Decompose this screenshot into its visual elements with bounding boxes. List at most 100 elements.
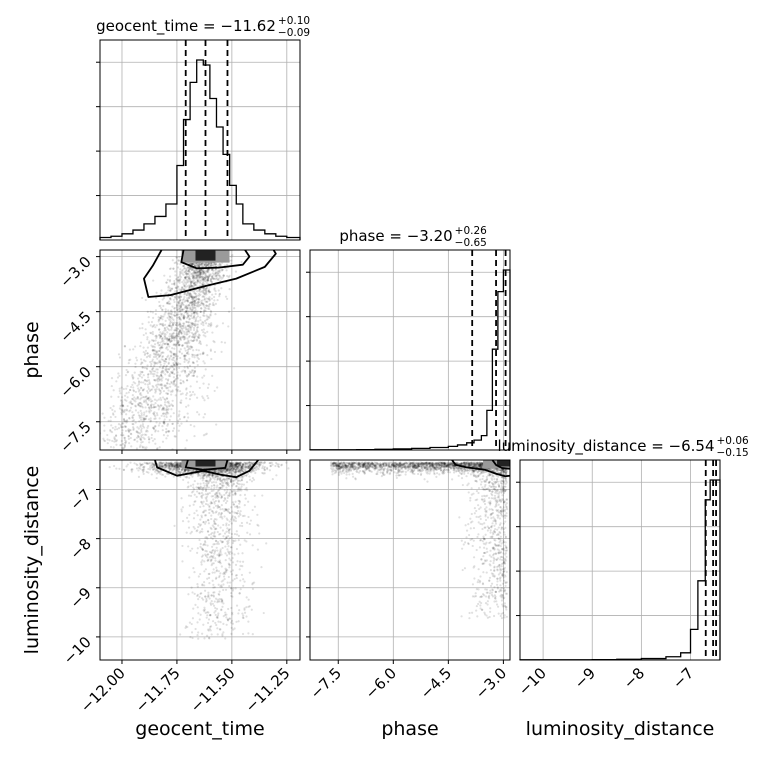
sample-point xyxy=(160,374,163,378)
sample-point xyxy=(232,467,236,470)
sample-point xyxy=(143,366,146,369)
sample-point xyxy=(205,287,209,290)
sample-point xyxy=(192,275,195,278)
sample-point xyxy=(164,365,168,369)
sample-point xyxy=(117,427,121,430)
sample-point xyxy=(134,362,137,365)
sample-point xyxy=(172,363,176,366)
sample-point xyxy=(126,420,129,423)
sample-point xyxy=(232,489,236,492)
sample-point xyxy=(234,471,238,474)
sample-point xyxy=(217,278,220,281)
sample-point xyxy=(220,340,223,344)
sample-point xyxy=(211,620,215,623)
sample-point xyxy=(230,490,233,493)
sample-point xyxy=(263,467,266,470)
sample-point xyxy=(231,464,234,468)
sample-point xyxy=(182,316,185,319)
sample-point xyxy=(225,468,228,471)
sample-point xyxy=(210,555,213,558)
sample-point xyxy=(187,284,191,287)
title-minus: −0.65 xyxy=(455,237,487,249)
sample-point xyxy=(210,500,213,503)
sample-point xyxy=(238,608,241,612)
sample-point xyxy=(211,277,214,280)
sample-point xyxy=(172,376,175,379)
sample-point xyxy=(208,478,211,481)
sample-point xyxy=(164,463,168,466)
sample-point xyxy=(198,292,201,295)
sample-point xyxy=(216,615,219,619)
sample-point xyxy=(202,477,205,480)
sample-point xyxy=(183,356,186,359)
sample-point xyxy=(210,487,213,490)
sample-point xyxy=(175,337,178,340)
sample-point xyxy=(215,616,218,619)
sample-point xyxy=(179,324,182,327)
sample-point xyxy=(239,513,242,516)
sample-point xyxy=(241,463,244,466)
sample-point xyxy=(227,550,230,553)
sample-point xyxy=(210,559,213,562)
sample-point xyxy=(178,321,181,324)
sample-point xyxy=(174,464,177,467)
sample-point xyxy=(153,463,156,466)
sample-point xyxy=(201,395,204,398)
sample-point xyxy=(186,330,189,333)
sample-point xyxy=(191,302,194,305)
sample-point xyxy=(192,271,195,274)
sample-point xyxy=(172,363,175,366)
sample-point xyxy=(178,281,181,284)
sample-point xyxy=(186,299,189,302)
sample-point xyxy=(179,288,183,291)
sample-point xyxy=(231,541,235,545)
sample-point xyxy=(178,304,181,308)
sample-point xyxy=(189,281,192,284)
sample-point xyxy=(176,355,179,358)
sample-point xyxy=(231,515,234,518)
sample-point xyxy=(158,359,161,362)
sample-point xyxy=(175,313,178,317)
sample-point xyxy=(191,280,194,283)
sample-point xyxy=(145,461,148,465)
sample-point xyxy=(232,463,235,466)
sample-point xyxy=(121,422,124,425)
sample-point xyxy=(187,296,190,300)
sample-point xyxy=(149,353,152,357)
sample-point xyxy=(187,494,191,497)
sample-point xyxy=(183,415,186,418)
sample-point xyxy=(186,315,190,318)
sample-point xyxy=(167,343,170,346)
sample-point xyxy=(180,508,183,511)
sample-point xyxy=(168,350,172,353)
sample-point xyxy=(202,287,205,290)
sample-point xyxy=(220,515,223,518)
sample-point xyxy=(190,586,193,589)
sample-point xyxy=(183,293,186,296)
sample-point xyxy=(142,333,145,337)
sample-point xyxy=(192,274,195,278)
sample-point xyxy=(251,463,254,466)
sample-point xyxy=(122,418,126,421)
sample-point xyxy=(236,462,239,465)
sample-point xyxy=(159,470,162,473)
sample-point xyxy=(206,269,209,272)
sample-point xyxy=(232,518,235,521)
sample-point xyxy=(234,464,237,467)
sample-point xyxy=(169,462,173,465)
sample-point xyxy=(208,298,212,301)
sample-point xyxy=(162,315,165,318)
sample-point xyxy=(234,463,238,466)
sample-point xyxy=(229,570,232,573)
sample-point xyxy=(173,311,177,314)
sample-point xyxy=(237,470,240,474)
sample-point xyxy=(187,346,190,349)
sample-point xyxy=(148,382,151,385)
sample-point xyxy=(190,262,193,265)
contour-level-1 xyxy=(180,250,251,270)
sample-point xyxy=(178,336,182,339)
sample-point xyxy=(149,417,152,420)
sample-point xyxy=(152,412,155,415)
sample-point xyxy=(193,310,197,313)
sample-point xyxy=(186,350,190,354)
